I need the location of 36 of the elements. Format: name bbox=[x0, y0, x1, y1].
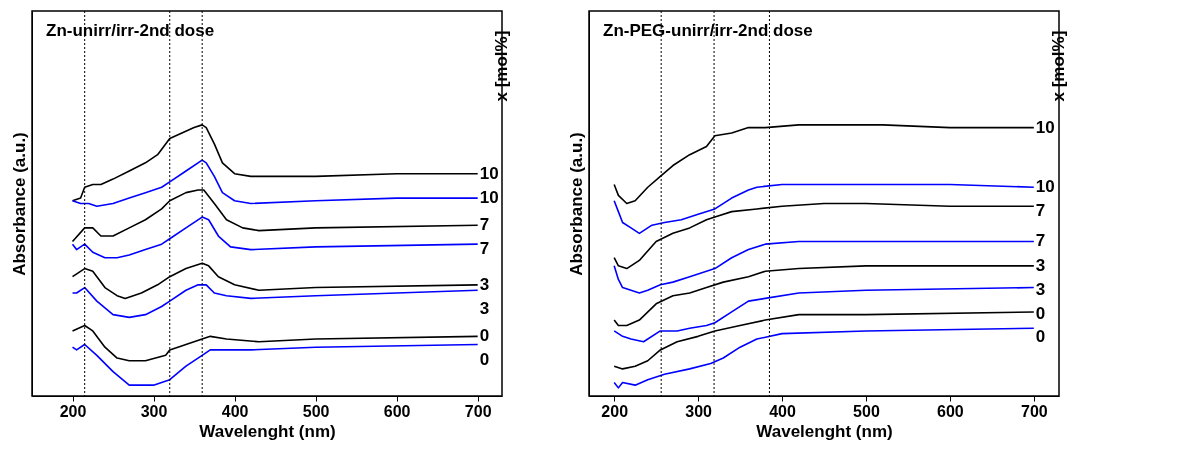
x-tick-label: 700 bbox=[1020, 402, 1048, 420]
x-tick-label: 200 bbox=[601, 402, 629, 420]
x-tick-label: 500 bbox=[302, 402, 330, 420]
x-tick-label: 600 bbox=[383, 402, 411, 420]
series-label: 3 bbox=[479, 298, 490, 318]
series-label: 7 bbox=[479, 239, 490, 259]
chart-title: Zn-unirr/irr-2nd dose bbox=[46, 21, 215, 40]
y-axis-title: Absorbance (a.u.) bbox=[566, 132, 586, 276]
x-tick-label: 700 bbox=[464, 402, 492, 420]
series-label: 0 bbox=[479, 350, 490, 370]
series-label: 7 bbox=[1035, 231, 1046, 251]
x-axis-title: Wavelenght (nm) bbox=[199, 421, 336, 441]
series-label: 3 bbox=[1035, 255, 1046, 275]
series-label: 10 bbox=[1035, 177, 1055, 197]
x-tick-label: 300 bbox=[685, 402, 713, 420]
series-label: 0 bbox=[1035, 303, 1046, 323]
series-label: 10 bbox=[1035, 117, 1055, 137]
y-axis-title: Absorbance (a.u.) bbox=[9, 132, 29, 276]
series-label: 3 bbox=[1035, 279, 1046, 299]
x-tick-label: 400 bbox=[769, 402, 796, 420]
x-tick-label: 400 bbox=[221, 402, 249, 420]
series-label: 7 bbox=[1035, 201, 1046, 221]
x-tick-label: 500 bbox=[853, 402, 880, 420]
chart-title: Zn-PEG-unirr/irr-2nd dose bbox=[603, 21, 813, 40]
x-tick-label: 300 bbox=[140, 402, 168, 420]
x-tick-label: 600 bbox=[937, 402, 964, 420]
series-label: 0 bbox=[479, 326, 490, 346]
text: x [mol%] bbox=[1049, 30, 1068, 102]
x-tick-label: 200 bbox=[59, 402, 87, 420]
series-label: 3 bbox=[479, 274, 490, 294]
series-label: 10 bbox=[479, 188, 499, 208]
text: x [mol%] bbox=[492, 30, 511, 102]
series-label: 7 bbox=[479, 215, 490, 235]
x-axis-title: Wavelenght (nm) bbox=[756, 421, 893, 441]
series-label: 0 bbox=[1035, 327, 1046, 347]
series-label: 10 bbox=[479, 163, 499, 183]
